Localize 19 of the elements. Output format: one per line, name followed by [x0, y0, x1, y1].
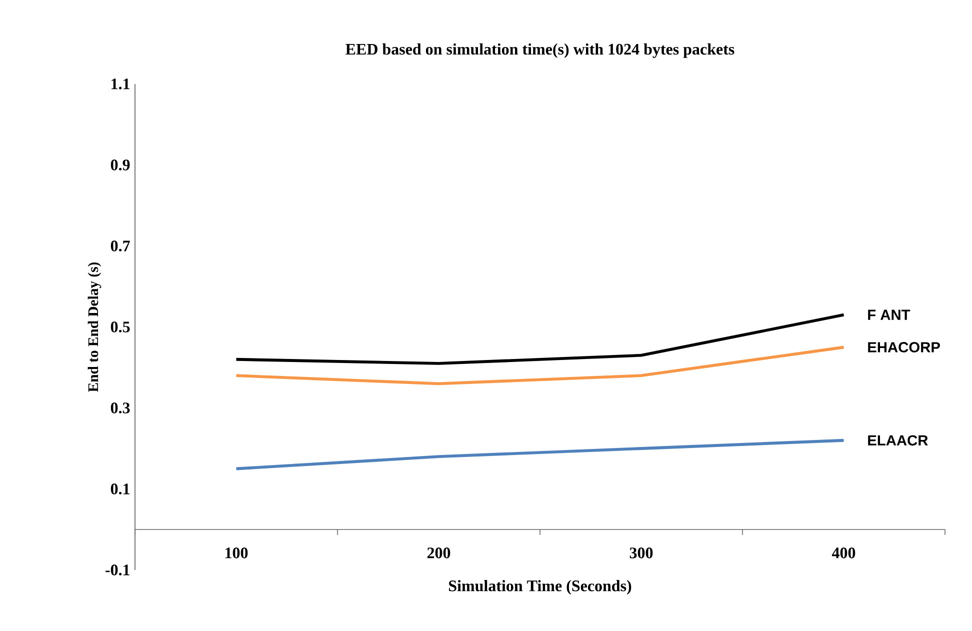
series-label: EHACORP	[868, 342, 940, 352]
y-tick-label: 0.9	[110, 160, 130, 170]
series-label: F ANT	[868, 310, 910, 320]
y-tick-label: -0.1	[106, 564, 130, 576]
series-label: ELAACR	[868, 435, 928, 446]
line-series	[234, 438, 846, 470]
y-tick-label: 0.3	[110, 402, 130, 414]
x-tick-label: 100	[226, 548, 248, 558]
y-tick-label: 1.1	[112, 78, 130, 90]
x-tick-label: 300	[630, 548, 653, 558]
y-tick-label: 0.5	[110, 322, 130, 332]
line-series	[234, 313, 846, 365]
x-tick-label: 400	[832, 548, 856, 558]
x-axis-title: Simulation Time (Seconds)	[448, 580, 632, 595]
y-tick-label: 0.7	[110, 240, 130, 252]
y-tick-label: 0.1	[110, 484, 130, 494]
x-tick-label: 200	[427, 548, 450, 558]
y-axis-title: End to End Delay (s)	[88, 262, 102, 392]
chart-title: EED based on simulation time(s) with 1024 bytes packets	[346, 43, 734, 58]
